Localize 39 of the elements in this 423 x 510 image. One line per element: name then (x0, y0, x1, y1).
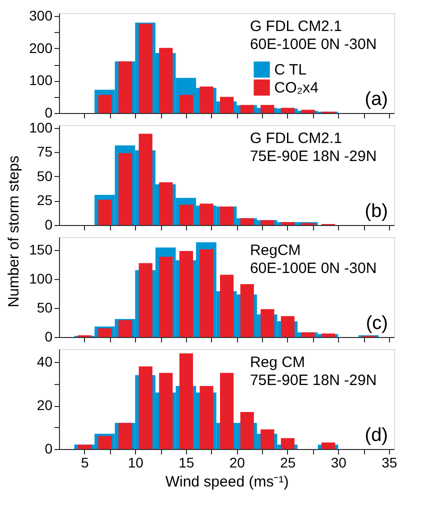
x-axis-title: Wind speed (ms⁻¹) (165, 474, 289, 490)
annotation: (d) (364, 425, 388, 446)
x-tick-label: 35 (382, 454, 398, 470)
y-tick-label: 0 (44, 104, 53, 120)
y-tick-label: 25 (36, 192, 53, 208)
y-tick-label: 20 (36, 397, 53, 414)
y-tick-label: 100 (29, 270, 53, 286)
y-tick-label: 300 (29, 8, 53, 24)
x-tick-label: 15 (178, 454, 194, 470)
annotation: 75E-90E 18N -29N (250, 372, 377, 389)
y-tick-label: 50 (36, 299, 53, 316)
annotation: 60E-100E 0N -30N (250, 36, 377, 53)
x-tick-label: 20 (229, 454, 246, 470)
y-tick-label: 0 (44, 216, 53, 232)
annotation: 60E-100E 0N -30N (250, 260, 377, 277)
y-tick-label: 0 (44, 328, 53, 344)
y-tick-label: 40 (36, 354, 53, 370)
annotation: RegCM (250, 242, 301, 259)
x-tick-label: 5 (80, 454, 89, 470)
y-tick-label: 100 (29, 72, 53, 88)
annotation: G FDL CM2.1 (250, 18, 342, 35)
y-tick-label: 50 (36, 168, 53, 184)
y-axis-title: Number of storm steps (6, 156, 22, 308)
y-tick-label: 100 (29, 119, 53, 136)
x-tick-label: 10 (128, 454, 144, 470)
annotation: 75E-90E 18N -29N (250, 148, 377, 165)
y-tick-label: 0 (44, 440, 53, 456)
y-tick-label: 75 (36, 144, 53, 160)
annotation: (c) (366, 313, 388, 334)
x-tick-label: 25 (280, 454, 296, 470)
annotation: Reg CM (250, 354, 305, 371)
y-tick-label: 200 (29, 40, 53, 56)
legend-label: CO₂x4 (274, 80, 318, 96)
x-tick-label: 30 (330, 454, 347, 470)
annotation: (a) (364, 89, 388, 110)
y-tick-label: 150 (29, 241, 53, 258)
legend-label: C TL (274, 62, 307, 78)
annotation: (b) (364, 201, 388, 222)
annotation: G FDL CM2.1 (250, 130, 342, 147)
